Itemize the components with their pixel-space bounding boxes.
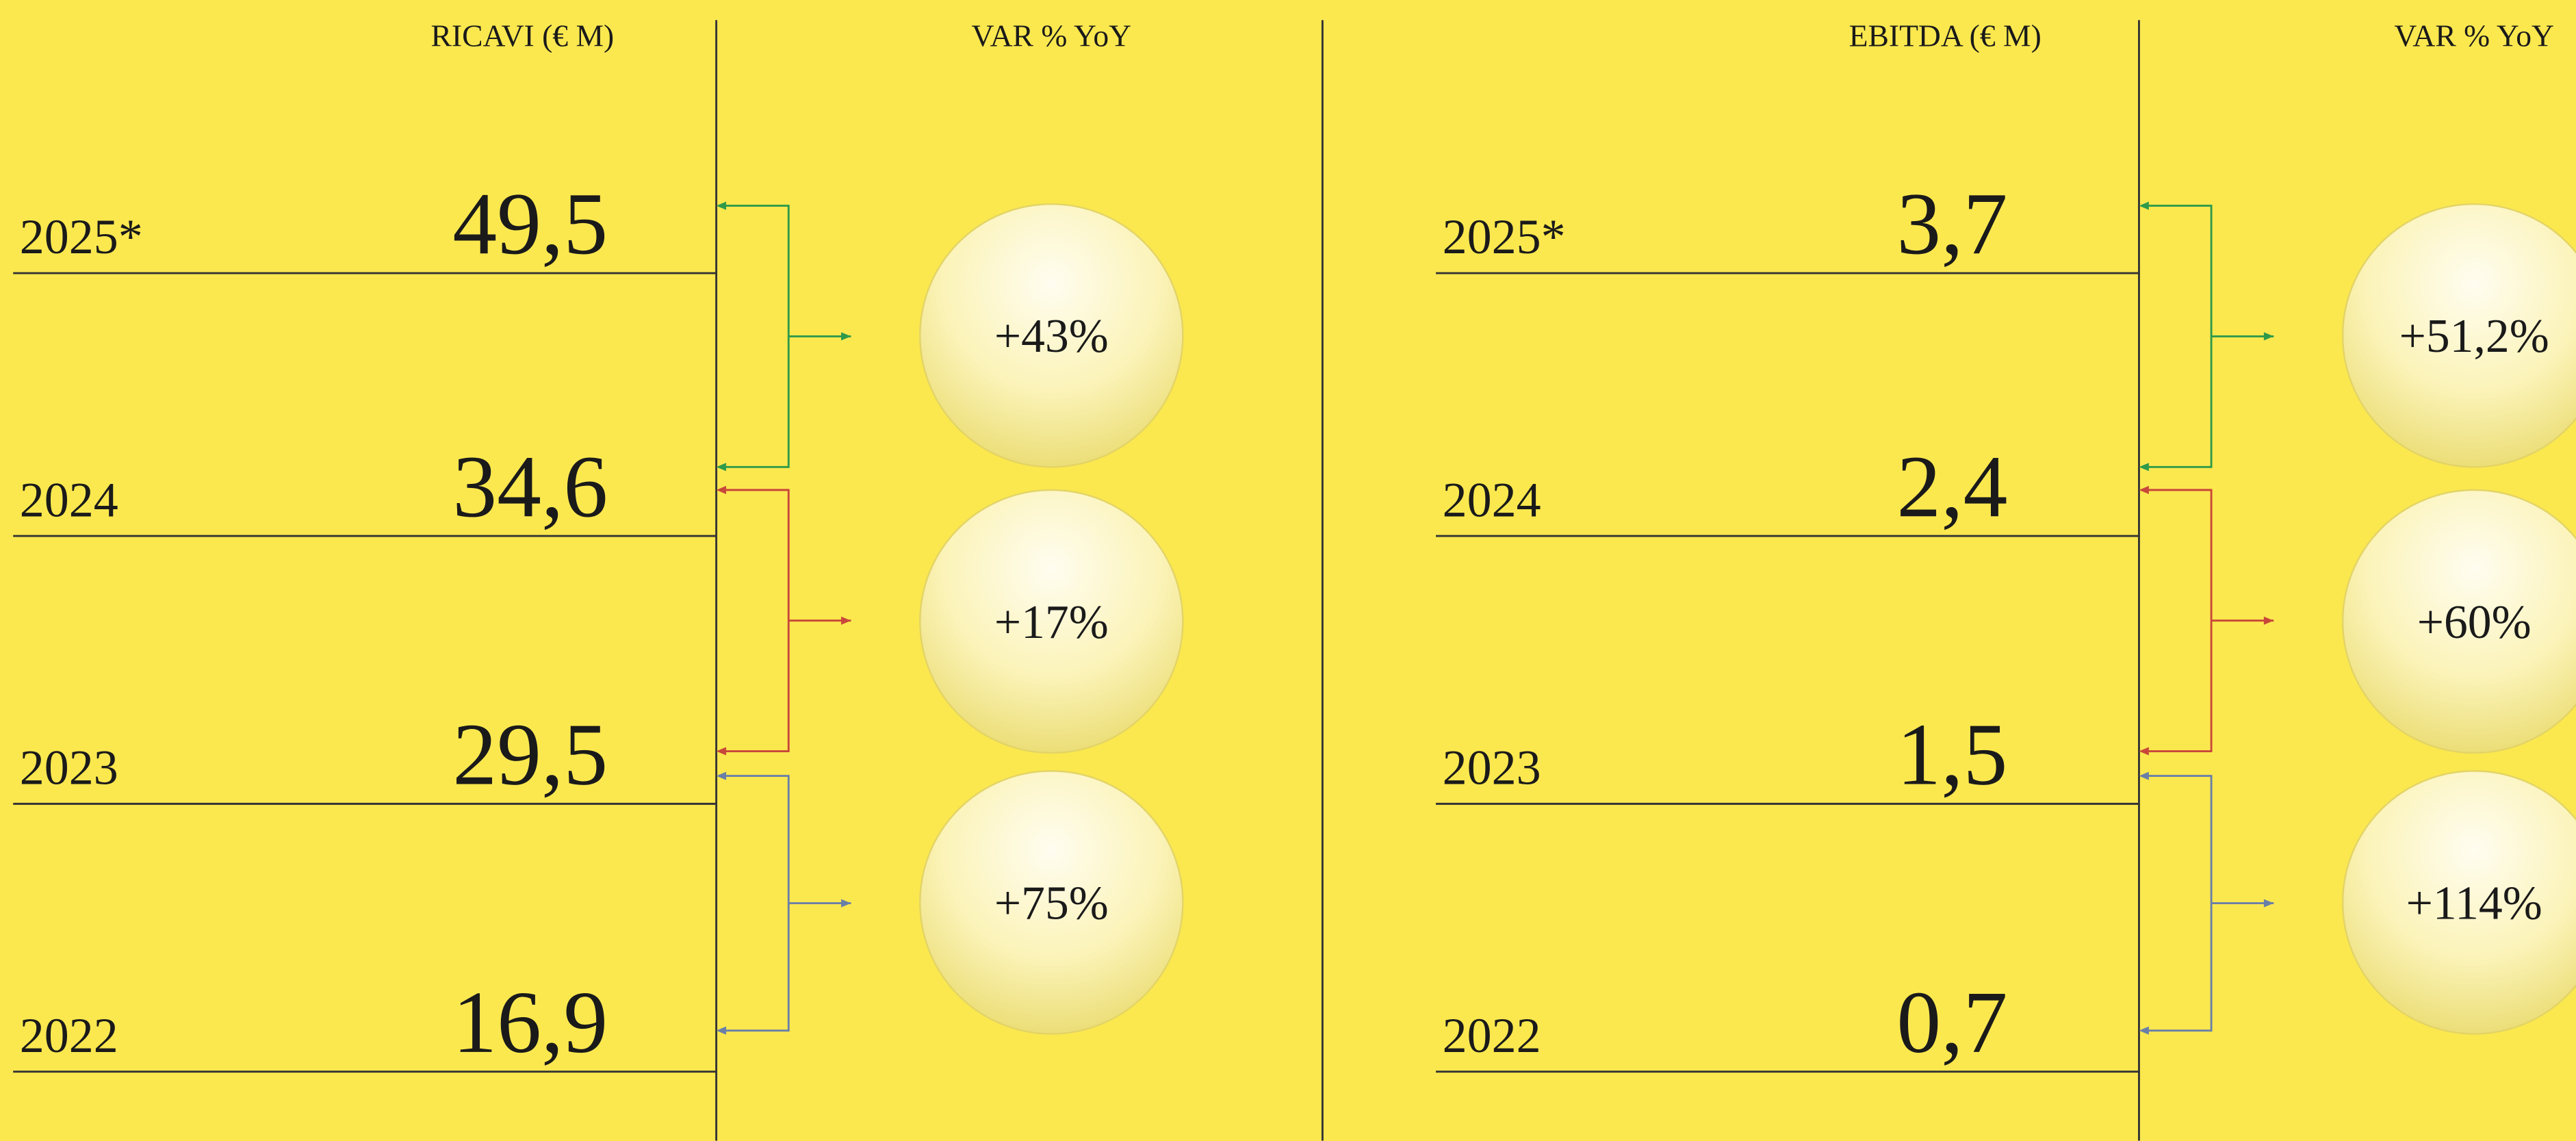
arrowhead — [716, 463, 727, 472]
value-label: 34,6 — [452, 437, 608, 536]
year-label: 2024 — [1443, 472, 1541, 527]
value-label: 2,4 — [1896, 437, 2007, 536]
arrowhead — [716, 747, 727, 756]
arrowhead — [2139, 201, 2149, 210]
bracket — [723, 775, 851, 1032]
change-bubble — [2341, 203, 2576, 468]
year-label: 2022 — [20, 1008, 118, 1063]
bracket — [723, 205, 851, 468]
arrowhead — [2139, 771, 2149, 780]
arrowhead — [716, 771, 727, 780]
change-label: +17% — [994, 596, 1109, 649]
change-bubble — [919, 770, 1184, 1035]
bracket — [723, 489, 851, 752]
bracket — [2146, 205, 2274, 468]
value-header: EBITDA (€ M) — [1849, 18, 2042, 53]
arrowhead — [841, 332, 851, 341]
arrowhead — [716, 485, 727, 494]
arrowhead — [2139, 485, 2149, 494]
year-label: 2025* — [20, 209, 143, 264]
arrowhead — [716, 201, 727, 210]
arrowhead — [716, 1026, 727, 1035]
change-bubble — [2341, 489, 2576, 754]
value-label: 0,7 — [1896, 973, 2007, 1072]
change-label: +75% — [994, 877, 1109, 930]
change-label: +51,2% — [2399, 310, 2549, 363]
arrowhead — [2139, 463, 2149, 472]
change-label: +43% — [994, 310, 1109, 363]
arrowhead — [2263, 332, 2274, 341]
year-label: 2025* — [1443, 209, 1566, 264]
change-bubble — [2341, 770, 2576, 1035]
value-label: 1,5 — [1896, 706, 2007, 804]
change-bubble — [919, 489, 1184, 754]
value-label: 16,9 — [452, 973, 608, 1072]
value-label: 29,5 — [452, 706, 608, 804]
value-header: RICAVI (€ M) — [431, 18, 615, 53]
year-label: 2022 — [1443, 1008, 1541, 1063]
arrowhead — [2263, 616, 2274, 625]
bracket — [2146, 489, 2274, 752]
arrowhead — [2139, 747, 2149, 756]
change-bubble — [919, 203, 1184, 468]
year-label: 2023 — [20, 741, 118, 795]
bracket — [2146, 775, 2274, 1032]
year-label: 2023 — [1443, 741, 1541, 795]
change-header: VAR % YoY — [2394, 18, 2554, 53]
change-label: +114% — [2406, 877, 2542, 930]
arrowhead — [841, 616, 851, 625]
value-label: 49,5 — [452, 175, 608, 273]
year-label: 2024 — [20, 472, 118, 527]
change-header: VAR % YoY — [972, 18, 1132, 53]
change-label: +60% — [2417, 596, 2532, 649]
arrowhead — [841, 899, 851, 908]
arrowhead — [2139, 1026, 2149, 1035]
value-label: 3,7 — [1896, 175, 2007, 273]
arrowhead — [2263, 899, 2274, 908]
